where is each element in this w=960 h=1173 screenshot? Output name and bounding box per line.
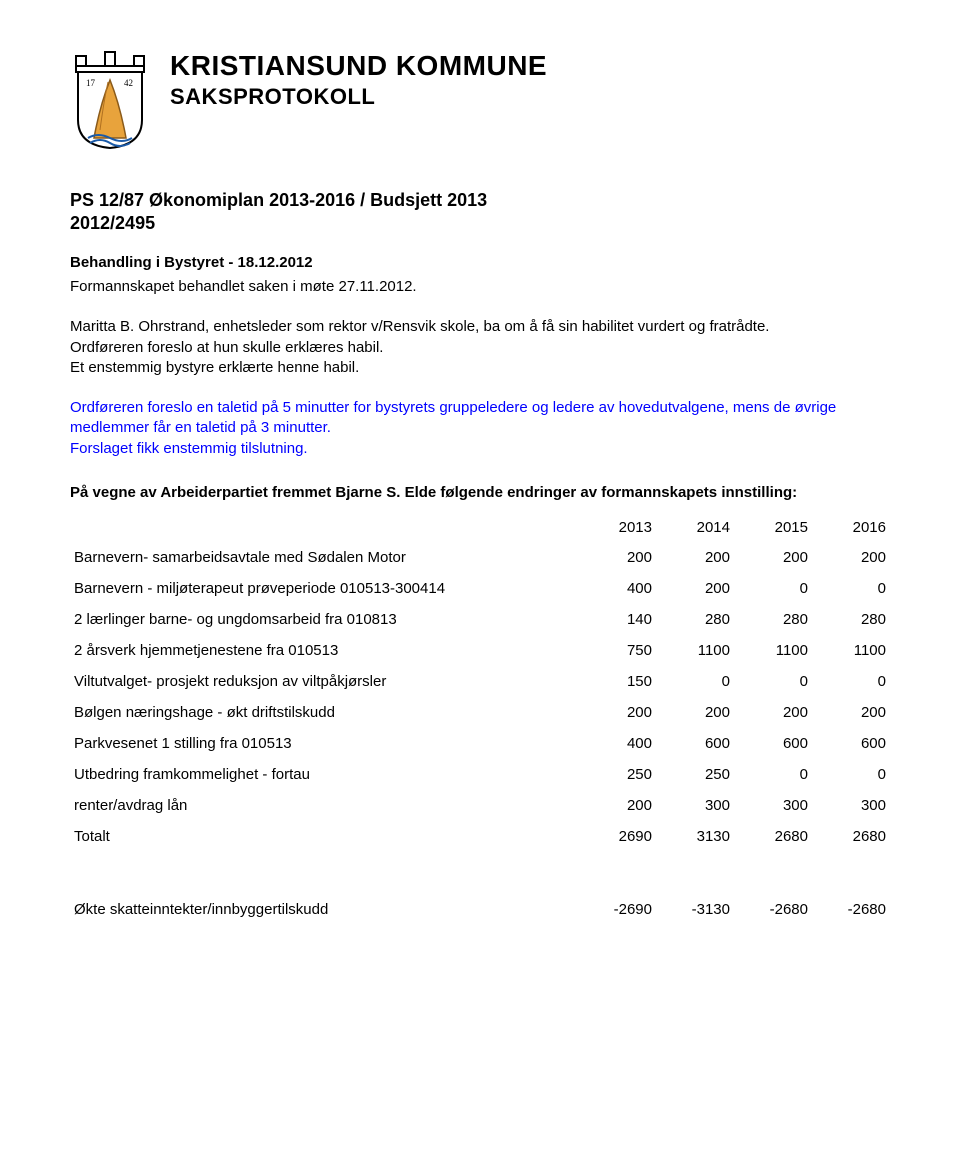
year-header: 2015 [734,513,812,542]
cell-value: 0 [812,666,890,697]
cell-value: 0 [734,666,812,697]
org-name: KRISTIANSUND KOMMUNE [170,50,547,82]
cell-value: 2680 [734,821,812,852]
cell-value: 250 [578,759,656,790]
cell-value: -2690 [578,894,656,925]
table-row: Totalt2690313026802680 [70,821,890,852]
table-row: Barnevern- samarbeidsavtale med Sødalen … [70,542,890,573]
cell-value: 200 [578,697,656,728]
cell-value: 2680 [812,821,890,852]
cell-value: 200 [734,697,812,728]
cell-value: 1100 [656,635,734,666]
crest-year-left: 17 [86,78,96,88]
page: 17 42 KRISTIANSUND KOMMUNE SAKSPROTOKOLL… [0,0,960,965]
cell-value: 150 [578,666,656,697]
cell-value: 3130 [656,821,734,852]
cell-value: 600 [734,728,812,759]
cell-value: 0 [812,759,890,790]
case-ref: 2012/2495 [70,213,890,234]
paragraph: Et enstemmig bystyre erklærte henne habi… [70,358,890,378]
cell-value: 250 [656,759,734,790]
table-header-row: 2013 2014 2015 2016 [70,513,890,542]
table-row: 2 årsverk hjemmetjenestene fra 010513750… [70,635,890,666]
cell-value: 0 [812,573,890,604]
cell-value: 200 [578,542,656,573]
table-row: Utbedring framkommelighet - fortau250250… [70,759,890,790]
row-label: Totalt [70,821,578,852]
table-row: Barnevern - miljøterapeut prøveperiode 0… [70,573,890,604]
row-label: Økte skatteinntekter/innbyggertilskudd [70,894,578,925]
year-header: 2016 [812,513,890,542]
paragraph-highlight: Ordføreren foreslo en taletid på 5 minut… [70,398,890,439]
meeting-line: Behandling i Bystyret - 18.12.2012 [70,254,890,271]
row-label: Parkvesenet 1 stilling fra 010513 [70,728,578,759]
cell-value: 280 [656,604,734,635]
row-label: Barnevern- samarbeidsavtale med Sødalen … [70,542,578,573]
cell-value: 600 [656,728,734,759]
row-label: Barnevern - miljøterapeut prøveperiode 0… [70,573,578,604]
cell-value: 280 [734,604,812,635]
spacer-row [70,852,890,894]
paragraph: Maritta B. Ohrstrand, enhetsleder som re… [70,317,890,337]
cell-value: 200 [578,790,656,821]
cell-value: 0 [734,573,812,604]
cell-value: 1100 [734,635,812,666]
cell-value: 0 [734,759,812,790]
paragraph: Formannskapet behandlet saken i møte 27.… [70,277,890,297]
cell-value: 200 [656,542,734,573]
row-label: Utbedring framkommelighet - fortau [70,759,578,790]
row-label: renter/avdrag lån [70,790,578,821]
cell-value: 300 [656,790,734,821]
crest-year-right: 42 [124,78,133,88]
year-header: 2014 [656,513,734,542]
cell-value: 300 [734,790,812,821]
cell-value: 200 [656,697,734,728]
row-label: Viltutvalget- prosjekt reduksjon av vilt… [70,666,578,697]
table-row: renter/avdrag lån200300300300 [70,790,890,821]
paragraph: Ordføreren foreslo at hun skulle erklære… [70,338,890,358]
cell-value: 200 [656,573,734,604]
cell-value: 400 [578,573,656,604]
row-label: 2 årsverk hjemmetjenestene fra 010513 [70,635,578,666]
paragraph-highlight: Forslaget fikk enstemmig tilslutning. [70,439,890,459]
cell-value: 200 [812,542,890,573]
header-text-block: KRISTIANSUND KOMMUNE SAKSPROTOKOLL [170,50,547,110]
cell-value: 750 [578,635,656,666]
doc-type: SAKSPROTOKOLL [170,84,547,110]
cell-value: 200 [812,697,890,728]
table-body: Barnevern- samarbeidsavtale med Sødalen … [70,542,890,925]
cell-value: 280 [812,604,890,635]
budget-table: 2013 2014 2015 2016 Barnevern- samarbeid… [70,513,890,925]
cell-value: 1100 [812,635,890,666]
cell-value: 140 [578,604,656,635]
cell-value: 400 [578,728,656,759]
cell-value: 0 [656,666,734,697]
document-header: 17 42 KRISTIANSUND KOMMUNE SAKSPROTOKOLL [70,50,890,150]
row-label: Bølgen næringshage - økt driftstilskudd [70,697,578,728]
row-label: 2 lærlinger barne- og ungdomsarbeid fra … [70,604,578,635]
case-title: PS 12/87 Økonomiplan 2013-2016 / Budsjet… [70,190,890,211]
cell-value: 600 [812,728,890,759]
table-row: Viltutvalget- prosjekt reduksjon av vilt… [70,666,890,697]
cell-value: -3130 [656,894,734,925]
municipal-crest-icon: 17 42 [70,50,150,150]
cell-value: -2680 [734,894,812,925]
table-row: Økte skatteinntekter/innbyggertilskudd-2… [70,894,890,925]
cell-value: 2690 [578,821,656,852]
table-row: Parkvesenet 1 stilling fra 0105134006006… [70,728,890,759]
year-header: 2013 [578,513,656,542]
cell-value: 300 [812,790,890,821]
cell-value: -2680 [812,894,890,925]
table-row: Bølgen næringshage - økt driftstilskudd2… [70,697,890,728]
cell-value: 200 [734,542,812,573]
table-row: 2 lærlinger barne- og ungdomsarbeid fra … [70,604,890,635]
section-title: På vegne av Arbeiderpartiet fremmet Bjar… [70,483,890,503]
